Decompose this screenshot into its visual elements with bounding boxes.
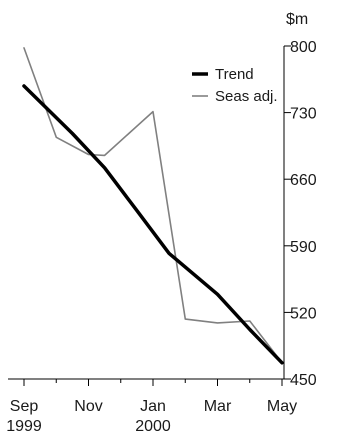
x-tick-year-label: 1999 [6, 418, 42, 434]
axes-layer: Sep 1999 Nov Jan 2000 Mar May 450 520 590 660 730 80… [6, 11, 317, 434]
series-line-seas-adj [23, 47, 283, 364]
y-unit-label: $m [286, 11, 308, 28]
y-tick-label: 730 [290, 106, 317, 123]
series-line-trend [22, 84, 284, 365]
x-tick-year-label: 2000 [135, 418, 171, 434]
x-tick-label: Sep [10, 398, 39, 415]
legend-label-seas-adj: Seas adj. [215, 88, 278, 105]
y-tick-label: 660 [290, 172, 317, 189]
x-tick-label: Mar [204, 398, 232, 415]
x-tick-label: Nov [74, 398, 102, 415]
series-layer [22, 47, 284, 365]
legend: Trend Seas adj. [192, 66, 278, 105]
x-tick-label: Jan [140, 398, 166, 415]
y-tick-label: 520 [290, 305, 317, 322]
legend-label-trend: Trend [215, 66, 254, 83]
x-tick-label: May [267, 398, 297, 415]
y-tick-label: 450 [290, 372, 317, 389]
y-tick-label: 800 [290, 39, 317, 56]
y-tick-label: 590 [290, 239, 317, 256]
